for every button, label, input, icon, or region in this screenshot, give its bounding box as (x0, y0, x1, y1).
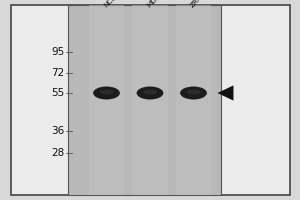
Text: 55: 55 (51, 88, 64, 98)
Bar (176, 5, 211, 195)
Polygon shape (218, 85, 233, 101)
Text: 36: 36 (51, 126, 64, 136)
Ellipse shape (93, 86, 120, 99)
Text: 72: 72 (51, 68, 64, 78)
Ellipse shape (180, 86, 207, 99)
Ellipse shape (136, 86, 164, 99)
Bar (132, 5, 168, 195)
Ellipse shape (187, 89, 200, 94)
Text: 28: 28 (51, 148, 64, 158)
Text: ZR-75-1: ZR-75-1 (189, 0, 214, 9)
Text: 95: 95 (51, 47, 64, 57)
Bar (68, 5, 220, 195)
Ellipse shape (143, 89, 157, 94)
Text: NCI-H292: NCI-H292 (102, 0, 131, 9)
Text: MDA-MB453: MDA-MB453 (146, 0, 181, 9)
Bar (89, 5, 124, 195)
Ellipse shape (100, 89, 113, 94)
